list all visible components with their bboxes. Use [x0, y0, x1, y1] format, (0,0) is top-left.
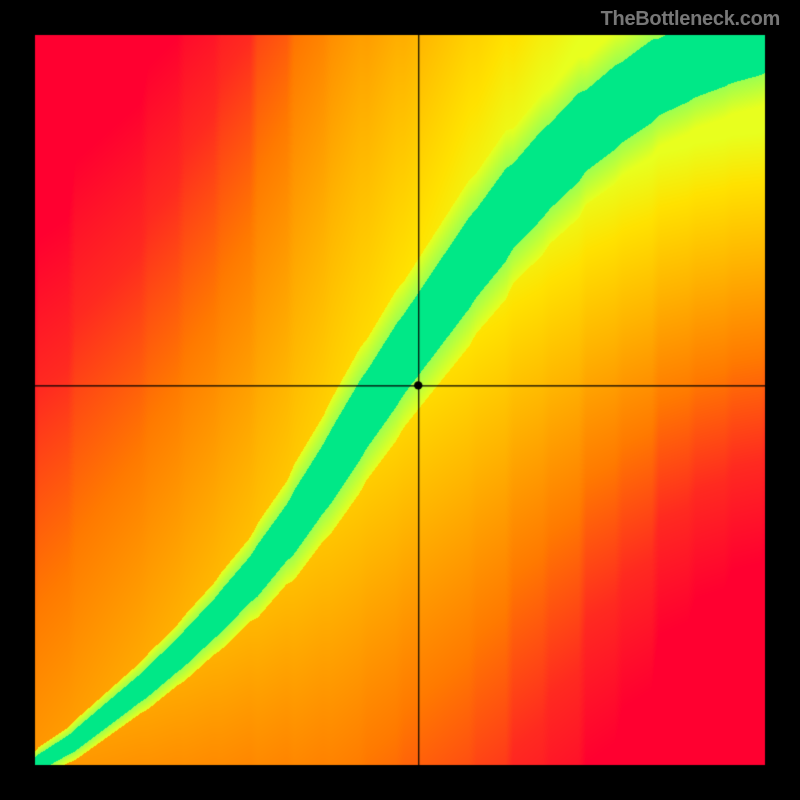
chart-container: TheBottleneck.com: [0, 0, 800, 800]
bottleneck-heatmap: [0, 0, 800, 800]
watermark-text: TheBottleneck.com: [601, 8, 780, 31]
